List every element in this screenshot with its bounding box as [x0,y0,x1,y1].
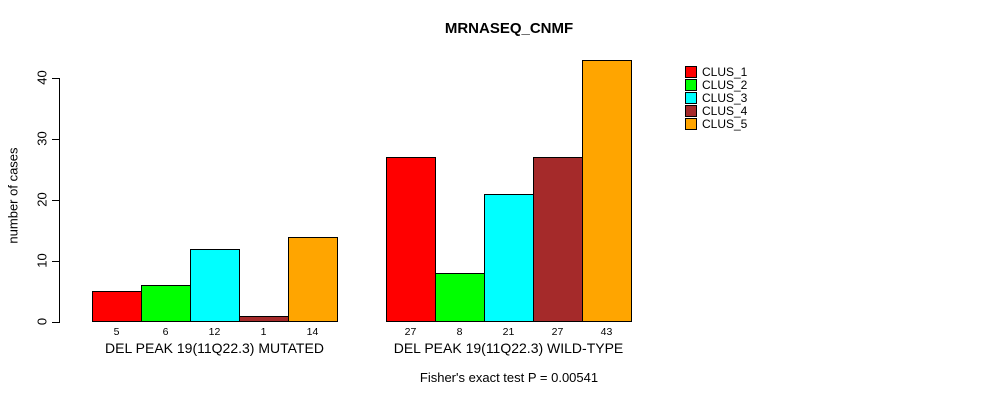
bar-value-label: 14 [306,326,319,338]
y-tick-mark [52,78,59,79]
y-axis-label: number of cases [5,147,21,244]
legend-swatch-clus_1 [685,65,697,78]
bar-clus_1 [92,291,142,322]
legend-label: CLUS_5 [702,117,748,132]
bar-value-label: 21 [502,326,515,338]
bar-value-label: 1 [260,326,267,338]
chart-title: MRNASEQ_CNMF [444,20,574,37]
legend-swatch-clus_5 [685,118,697,131]
legend-item: CLUS_3 [685,91,747,104]
bar-value-label: 6 [162,326,169,338]
bar-clus_5 [288,237,338,322]
bar-clus_5 [582,60,632,322]
legend-item: CLUS_2 [685,78,747,91]
bar-value-label: 8 [456,326,463,338]
y-tick-label: 10 [34,253,50,268]
y-tick-label: 30 [34,131,50,146]
bar-value-label: 12 [208,326,221,338]
bar-clus_2 [435,273,485,322]
legend-swatch-clus_4 [685,105,697,118]
legend-swatch-clus_3 [685,91,697,104]
group-label: DEL PEAK 19(11Q22.3) MUTATED [105,340,324,356]
legend-label: CLUS_4 [702,104,748,119]
legend-item: CLUS_5 [685,118,747,131]
y-tick-mark [52,261,59,262]
fisher-test-note: Fisher's exact test P = 0.00541 [419,370,599,385]
legend-item: CLUS_4 [685,105,747,118]
bar-clus_4 [239,316,289,322]
bar-clus_3 [190,249,240,322]
bar-value-label: 43 [600,326,613,338]
group-label: DEL PEAK 19(11Q22.3) WILD-TYPE [393,340,624,356]
legend-swatch-clus_2 [685,78,697,91]
y-axis-line [59,78,60,323]
legend-label: CLUS_2 [702,77,748,92]
y-tick-mark [52,139,59,140]
legend-item: CLUS_1 [685,65,747,78]
legend-label: CLUS_3 [702,90,748,105]
bar-clus_1 [386,157,436,322]
y-tick-mark [52,322,59,323]
bar-clus_3 [484,194,534,322]
y-tick-mark [52,200,59,201]
y-tick-label: 20 [34,192,50,207]
bar-value-label: 27 [551,326,564,338]
bar-clus_2 [141,285,191,322]
bar-value-label: 5 [113,326,120,338]
bar-clus_4 [533,157,583,322]
y-tick-label: 40 [34,70,50,85]
legend-label: CLUS_1 [702,64,748,79]
y-tick-label: 0 [34,317,50,326]
bar-value-label: 27 [404,326,417,338]
